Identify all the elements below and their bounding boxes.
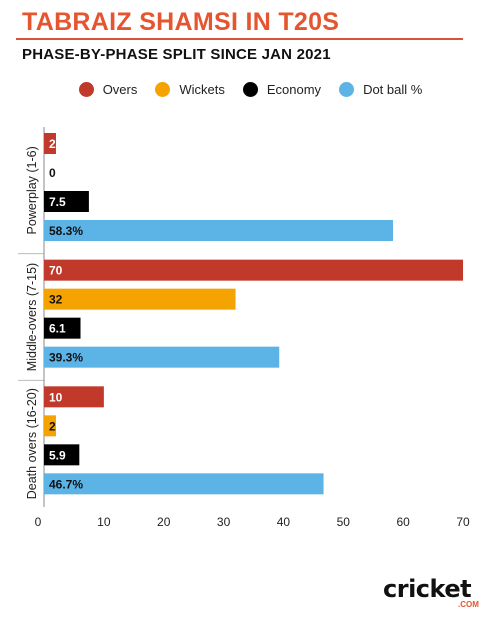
bar-middle-overs-7-15-overs	[44, 259, 464, 281]
legend-label-economy: Economy	[266, 82, 322, 97]
legend-swatch-overs	[78, 82, 94, 97]
legend-swatch-economy	[242, 82, 258, 97]
bar-middle-overs-7-15-economy	[44, 317, 81, 339]
x-tick-label: 60	[396, 515, 410, 529]
x-tick-label: 70	[456, 515, 470, 529]
data-label-middle-overs-7-15-overs: 70	[49, 264, 63, 278]
data-label-middle-overs-7-15-dot-ball: 39.3%	[49, 351, 83, 365]
title-divider	[16, 38, 463, 40]
data-label-middle-overs-7-15-economy: 6.1	[49, 322, 66, 336]
data-label-powerplay-1-6-wickets: 0	[49, 166, 56, 180]
chart-title: TABRAIZ SHAMSI IN T20S	[22, 8, 340, 36]
x-tick-label: 10	[97, 515, 111, 529]
brand-suffix: .COM	[458, 600, 479, 609]
category-label-middle-overs-7-15: Middle-overs (7-15)	[25, 263, 39, 371]
data-label-death-overs-16-20-overs: 10	[49, 390, 63, 404]
x-tick-label: 20	[157, 515, 171, 529]
bar-death-overs-16-20-economy	[44, 444, 80, 466]
data-label-death-overs-16-20-dot-ball: 46.7%	[49, 477, 83, 491]
bar-death-overs-16-20-dot-ball	[44, 473, 324, 495]
x-tick-label: 50	[337, 515, 351, 529]
bar-powerplay-1-6-dot-ball	[44, 220, 393, 241]
data-label-powerplay-1-6-overs: 2	[49, 137, 56, 151]
legend: Overs Wickets Economy Dot ball %	[0, 82, 501, 97]
bar-middle-overs-7-15-dot-ball	[44, 346, 280, 368]
brand-wordmark: cricket	[383, 575, 472, 603]
bar-death-overs-16-20-wickets	[44, 415, 56, 437]
data-label-middle-overs-7-15-wickets: 32	[49, 293, 63, 307]
bar-powerplay-1-6-economy	[44, 191, 89, 212]
legend-item-overs: Overs	[78, 82, 138, 97]
x-tick-label: 40	[277, 515, 291, 529]
data-label-powerplay-1-6-dot-ball: 58.3%	[49, 224, 83, 238]
legend-label-overs: Overs	[102, 82, 138, 97]
legend-swatch-wickets	[155, 82, 171, 97]
legend-item-economy: Economy	[242, 82, 322, 97]
x-tick-label: 30	[217, 515, 231, 529]
data-label-death-overs-16-20-economy: 5.9	[49, 448, 66, 462]
data-label-powerplay-1-6-economy: 7.5	[49, 195, 66, 209]
legend-item-wickets: Wickets	[155, 82, 225, 97]
legend-item-dot-ball: Dot ball %	[339, 82, 422, 97]
data-label-death-overs-16-20-wickets: 2	[49, 419, 56, 433]
brand-logo: cricket .COM	[383, 575, 483, 609]
category-label-powerplay-1-6: Powerplay (1-6)	[25, 146, 39, 234]
bar-death-overs-16-20-overs	[44, 386, 104, 408]
bar-powerplay-1-6-overs	[44, 133, 56, 154]
x-tick-label: 0	[35, 515, 42, 529]
legend-label-dot-ball: Dot ball %	[363, 82, 423, 97]
bar-middle-overs-7-15-wickets	[44, 288, 236, 310]
chart-subtitle: PHASE-BY-PHASE SPLIT SINCE JAN 2021	[22, 46, 331, 63]
category-label-death-overs-16-20: Death overs (16-20)	[25, 388, 39, 499]
legend-swatch-dot-ball	[339, 82, 355, 97]
legend-label-wickets: Wickets	[179, 82, 225, 97]
